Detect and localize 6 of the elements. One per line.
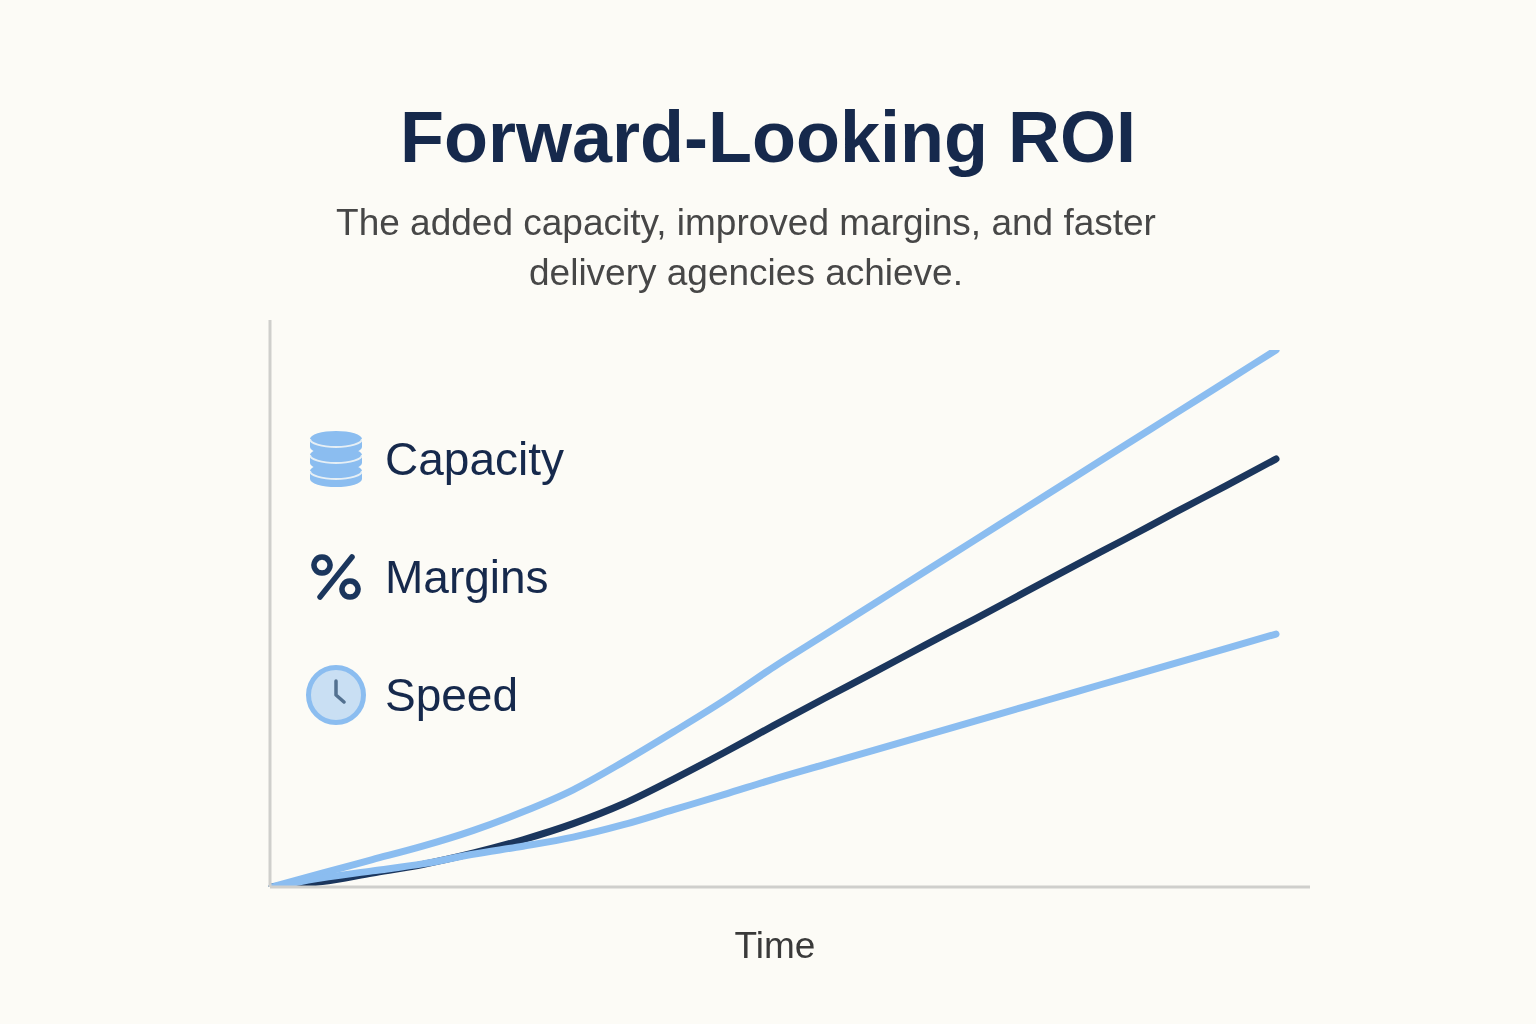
x-axis-title: Time [733, 924, 817, 968]
chart-title: Forward-Looking ROI [399, 96, 1137, 179]
legend-label: Margins [385, 550, 549, 604]
legend-label: Speed [385, 668, 519, 722]
legend-label: Capacity [385, 432, 564, 486]
chart-subtitle: The added capacity, improved margins, and faster delivery agencies achieve. [335, 201, 1157, 295]
